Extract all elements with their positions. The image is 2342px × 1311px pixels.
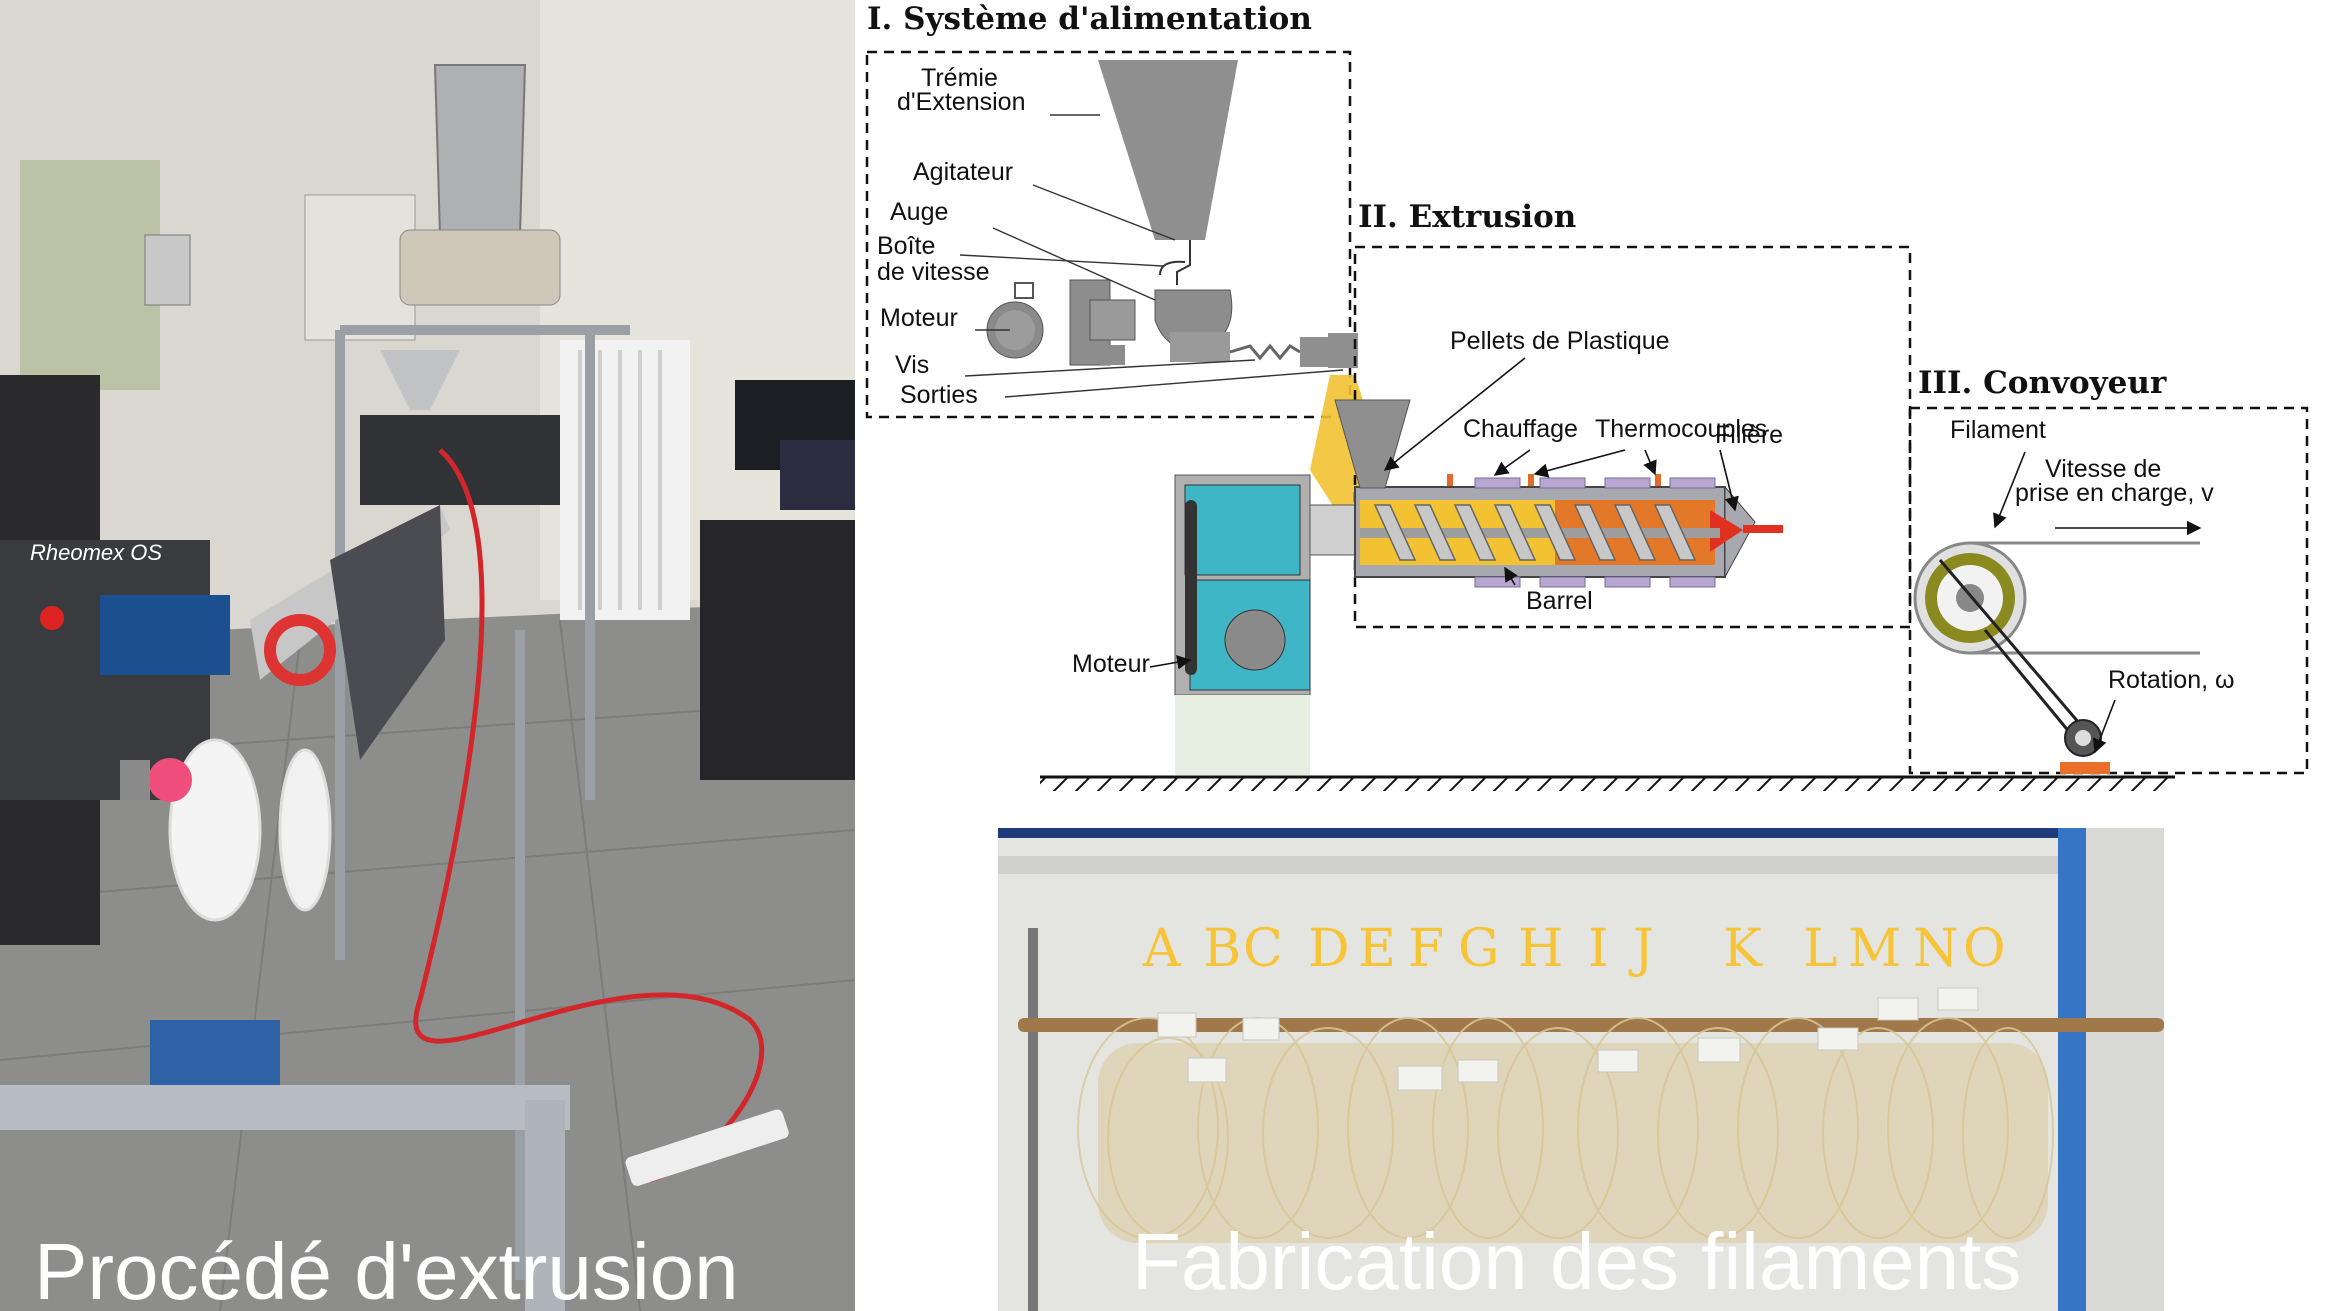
label-vitesse-2: prise en charge, v [2015,479,2214,507]
filament-letter: C [1243,919,1283,979]
filament-letter: O [1963,919,2006,979]
filament-letter: A [1143,919,1181,979]
thermocouples [1447,474,1661,486]
label-agitateur: Agitateur [913,158,1013,186]
label-barrel: Barrel [1526,587,1593,615]
extrusion-machine-illustration: Rheomex OS [0,0,855,1311]
filament-letter: I [1588,919,1609,979]
filament-letter: G [1458,919,1500,979]
bottom-caption: Fabrication des filaments [1132,1217,2022,1306]
section3-title: III. Convoyeur [1918,365,2167,401]
section1-title: I. Système d'alimentation [867,1,1312,37]
feeder-screw [1229,343,1301,361]
filament-letter: D [1308,919,1350,979]
label-vis: Vis [895,351,929,379]
filament-letter: F [1408,919,1445,979]
label-moteur-feeder: Moteur [880,304,958,332]
label-boite-2: de vitesse [877,258,990,286]
label-sorties: Sorties [900,381,978,409]
left-caption: Procédé d'extrusion [34,1227,739,1311]
label-tremie-2: d'Extension [897,88,1025,116]
extrusion-diagram: I. Système d'alimentation Trémie d'Exten… [865,1,2309,791]
filaments-photo: A B C D E F G H I J K L M N O Fabricatio… [998,828,2164,1311]
label-rotation: Rotation, ω [2108,666,2235,694]
section2-box [1353,245,1912,629]
ground-hatch [1040,777,2175,791]
label-vitesse-1: Vitesse de [2045,455,2161,483]
filament-letter: E [1358,919,1396,979]
extruder-screw [1373,504,1697,561]
drive-belt [1185,500,1197,675]
motor-pad [2060,762,2110,774]
label-tremie-1: Trémie [921,64,998,92]
filament-letter: K [1723,919,1762,979]
extruder-motor [1189,579,1311,691]
filament-letter: L [1803,919,1838,979]
extruded-filament [1743,525,1783,533]
label-moteur-extruder: Moteur [1072,650,1150,678]
extrusion-process-photo: Rheomex OS Procéd [0,0,855,1311]
rheomex-label: Rheomex OS [30,540,162,565]
filament-samples-illustration [998,828,2164,1311]
label-thermocouples: Thermocouples [1595,415,1767,443]
filament-letter: B [1203,919,1242,979]
motor-base [1175,695,1310,775]
section2-title: II. Extrusion [1358,199,1576,235]
filament-letter: N [1913,919,1959,979]
filament-letter: J [1633,919,1654,979]
filament-letter: M [1848,919,1902,979]
label-chauffage: Chauffage [1463,415,1578,443]
label-pellets: Pellets de Plastique [1450,327,1670,355]
label-filiere: Filière [1715,421,1783,449]
label-boite-1: Boîte [877,232,935,260]
extension-hopper [1098,60,1238,240]
label-filament: Filament [1950,416,2046,444]
section1-box [865,50,1352,419]
label-auge: Auge [890,198,948,226]
agitator [1159,260,1186,276]
conveyor-belt [1970,541,2200,655]
feeder-outlet [1328,333,1358,368]
heater-bands [1474,477,1716,588]
filament-letter: H [1518,919,1564,979]
